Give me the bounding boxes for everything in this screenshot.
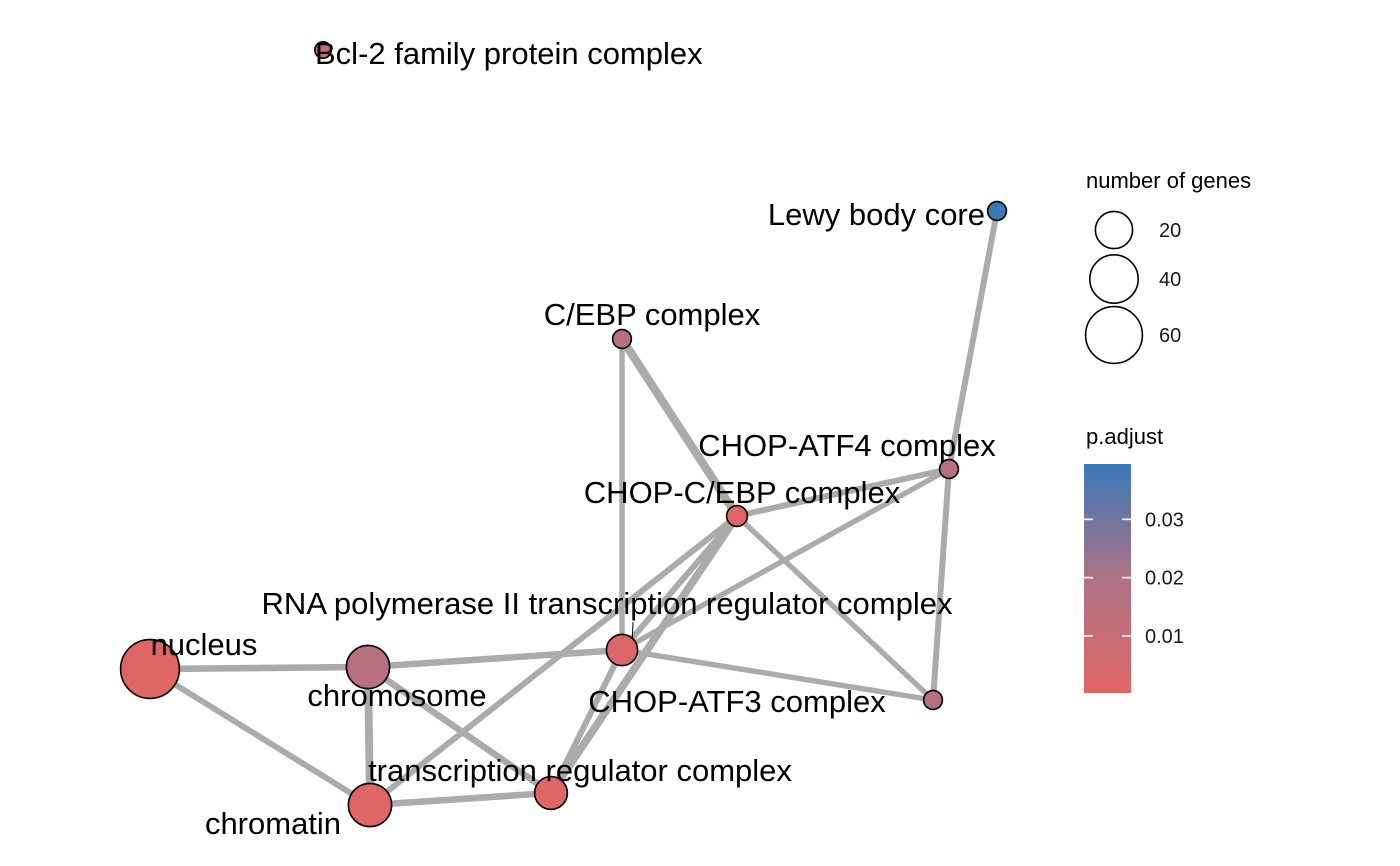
size-legend-title: number of genes xyxy=(1086,168,1251,193)
size-legend-circle xyxy=(1094,210,1134,250)
color-legend-label: 0.02 xyxy=(1145,568,1184,590)
edge-chromatin-transcription xyxy=(369,789,552,809)
edge-chop_atf4-chop_cebp xyxy=(736,466,950,519)
edge-chop_atf4-chop_atf3 xyxy=(930,468,952,701)
size-legend-label: 60 xyxy=(1159,325,1181,347)
node-label-bcl2: Bcl-2 family protein complex xyxy=(315,36,703,71)
node-label-chromatin: chromatin xyxy=(205,806,341,841)
edge-chop_cebp-chromatin xyxy=(368,513,739,808)
edge-lewy-chop_atf4 xyxy=(946,210,1000,470)
edge-chop_cebp-chop_atf3 xyxy=(735,514,935,702)
node-lewy xyxy=(986,200,1008,222)
node-chop_cebp xyxy=(725,504,749,528)
legend: number of genes 20 40 60 p.adjust 0.03 0.02… xyxy=(1084,168,1251,693)
color-legend-ticks: 0.03 0.02 0.01 xyxy=(1084,509,1184,648)
node-nucleus xyxy=(119,638,181,700)
size-legend-circle xyxy=(1084,305,1144,365)
node-label-nucleus: nucleus xyxy=(151,627,258,662)
node-rnapol xyxy=(605,633,639,667)
edge-nucleus-chromosome xyxy=(149,663,369,673)
network-labels: Bcl-2 family protein complex Lewy body co… xyxy=(151,36,997,841)
edge-nucleus-chromatin xyxy=(148,666,372,808)
node-bcl2 xyxy=(313,40,332,59)
edge-chromosome-chromatin xyxy=(364,666,374,806)
node-chop_atf3 xyxy=(922,689,944,711)
network-edges xyxy=(148,210,1000,809)
node-chromatin xyxy=(347,782,393,828)
edge-chromosome-transcription xyxy=(366,664,553,796)
edge-cebp-chop_cebp xyxy=(618,336,741,519)
color-legend-bar xyxy=(1084,464,1131,693)
node-label-cebp: C/EBP complex xyxy=(544,297,761,332)
node-label-lewy: Lewy body core xyxy=(768,197,985,232)
color-legend-label: 0.01 xyxy=(1145,626,1184,648)
color-legend-label: 0.03 xyxy=(1145,509,1184,531)
node-label-rnapol: RNA polymerase II transcription regulato… xyxy=(262,586,953,621)
node-chromosome xyxy=(345,644,391,690)
edge-rnapol-chop_atf3 xyxy=(621,647,934,703)
node-transcription xyxy=(533,775,569,811)
node-label-chop_atf3: CHOP-ATF3 complex xyxy=(588,684,886,719)
color-legend-title: p.adjust xyxy=(1086,424,1163,449)
size-legend-circle xyxy=(1089,254,1140,305)
size-legend-label: 40 xyxy=(1159,269,1181,291)
node-label-transcription: transcription regulator complex xyxy=(368,753,792,788)
edge-rnapol-transcription xyxy=(548,648,625,795)
node-label-chop_cebp: CHOP-C/EBP complex xyxy=(584,475,901,510)
edge-rnapol-chromosome xyxy=(367,646,623,671)
node-label-chromosome: chromosome xyxy=(307,678,486,713)
node-chop_atf4 xyxy=(938,458,960,480)
network-nodes xyxy=(119,40,1008,828)
size-legend: 20 40 60 xyxy=(1084,210,1181,365)
size-legend-label: 20 xyxy=(1159,220,1181,242)
node-cebp xyxy=(611,328,633,350)
node-label-chop_atf4: CHOP-ATF4 complex xyxy=(698,428,996,463)
